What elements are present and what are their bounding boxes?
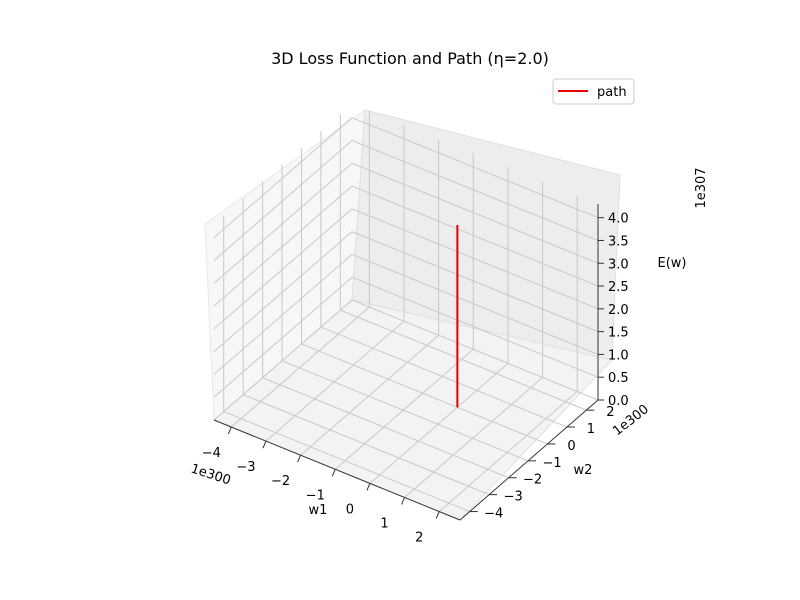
tick-label-y: −1 bbox=[542, 456, 561, 471]
y-axis-line bbox=[459, 399, 599, 521]
gridline-z-left bbox=[213, 140, 353, 261]
x-offset-label: 1e300 bbox=[189, 462, 233, 489]
gridline-z-back bbox=[351, 208, 599, 310]
grid-lines bbox=[213, 111, 599, 513]
x-axis-line bbox=[213, 419, 461, 521]
gridline-z-left bbox=[213, 208, 353, 330]
legend: path bbox=[552, 78, 635, 105]
gridline-z-left bbox=[213, 117, 353, 239]
gridline-z-back bbox=[351, 253, 599, 355]
gridline-y-floor bbox=[301, 343, 548, 445]
gridline-y-floor bbox=[340, 309, 587, 411]
tick-label-z: 1.0 bbox=[608, 348, 629, 363]
tick-x bbox=[401, 497, 406, 505]
tick-label-x: −2 bbox=[271, 474, 290, 489]
gridline-x-floor bbox=[369, 363, 509, 484]
tick-label-y: −3 bbox=[504, 490, 523, 505]
gridline-y-floor bbox=[262, 377, 509, 479]
gridline-z-left bbox=[213, 254, 353, 375]
x-axis-label: w1 bbox=[309, 503, 328, 518]
gridline-z-back bbox=[351, 162, 599, 264]
tick-x bbox=[435, 511, 440, 519]
tick-x bbox=[262, 440, 267, 449]
gridline-x-floor bbox=[300, 334, 439, 456]
legend-label-path: path bbox=[597, 85, 627, 100]
gridline-z-back bbox=[351, 231, 599, 333]
gridline-z-left bbox=[213, 162, 353, 284]
tick-label-y: −2 bbox=[523, 473, 542, 488]
tick-label-x: 1 bbox=[380, 516, 388, 531]
tick-label-z: 0.5 bbox=[608, 371, 629, 386]
tick-label-z: 0.0 bbox=[608, 394, 629, 409]
tick-x bbox=[297, 455, 302, 463]
tick-x bbox=[366, 483, 371, 491]
gridline-z-back bbox=[351, 117, 599, 219]
tick-label-z: 3.0 bbox=[608, 257, 629, 272]
gridline-x-floor bbox=[230, 306, 370, 428]
tick-label-z: 3.5 bbox=[608, 234, 629, 249]
tick-label-x: 2 bbox=[415, 531, 423, 546]
axis-lines bbox=[213, 204, 599, 521]
tick-x bbox=[227, 426, 232, 435]
gridline-x-floor bbox=[404, 377, 543, 498]
tick-label-x: 0 bbox=[346, 502, 354, 517]
tick-label-z: 4.0 bbox=[608, 212, 629, 227]
gridline-x-floor bbox=[438, 391, 578, 512]
tick-label-z: 2.0 bbox=[608, 303, 629, 318]
tick-label-x: −1 bbox=[306, 488, 325, 503]
tick-label-y: 2 bbox=[606, 405, 614, 420]
gridline-z-back bbox=[351, 140, 599, 241]
chart-title: 3D Loss Function and Path (η=2.0) bbox=[271, 49, 549, 68]
gridline-y-floor bbox=[320, 326, 568, 428]
tick-label-x: −4 bbox=[202, 446, 221, 461]
tick-label-x: −3 bbox=[236, 460, 255, 475]
tick-label-z: 1.5 bbox=[608, 326, 629, 341]
tick-label-y: 0 bbox=[567, 439, 575, 454]
tick-x bbox=[331, 469, 336, 477]
gridline-z-left bbox=[213, 276, 353, 398]
gridline-y-floor bbox=[223, 411, 470, 513]
gridline-z-left bbox=[213, 299, 353, 421]
gridline-x-floor bbox=[334, 348, 474, 470]
gridline-z-left bbox=[213, 231, 353, 353]
gridline-z-back bbox=[351, 276, 599, 378]
y-axis-label: w2 bbox=[574, 463, 593, 478]
gridline-z-back bbox=[351, 185, 599, 287]
gridline-z-left bbox=[213, 185, 353, 307]
z-offset-label: 1e307 bbox=[694, 167, 709, 208]
gridline-x-floor bbox=[265, 320, 405, 442]
tick-label-z: 2.5 bbox=[608, 280, 629, 295]
tick-marks: −4−3−2−1012−4−3−2−10120.00.51.01.52.02.5… bbox=[202, 212, 629, 546]
gridline-y-floor bbox=[281, 360, 529, 462]
tick-label-y: 1 bbox=[587, 422, 595, 437]
gridline-y-floor bbox=[242, 394, 490, 496]
z-axis-label: E(w) bbox=[658, 256, 687, 271]
tick-label-y: −4 bbox=[484, 507, 503, 522]
legend-box bbox=[552, 78, 635, 105]
gridline-z-back bbox=[351, 299, 599, 401]
